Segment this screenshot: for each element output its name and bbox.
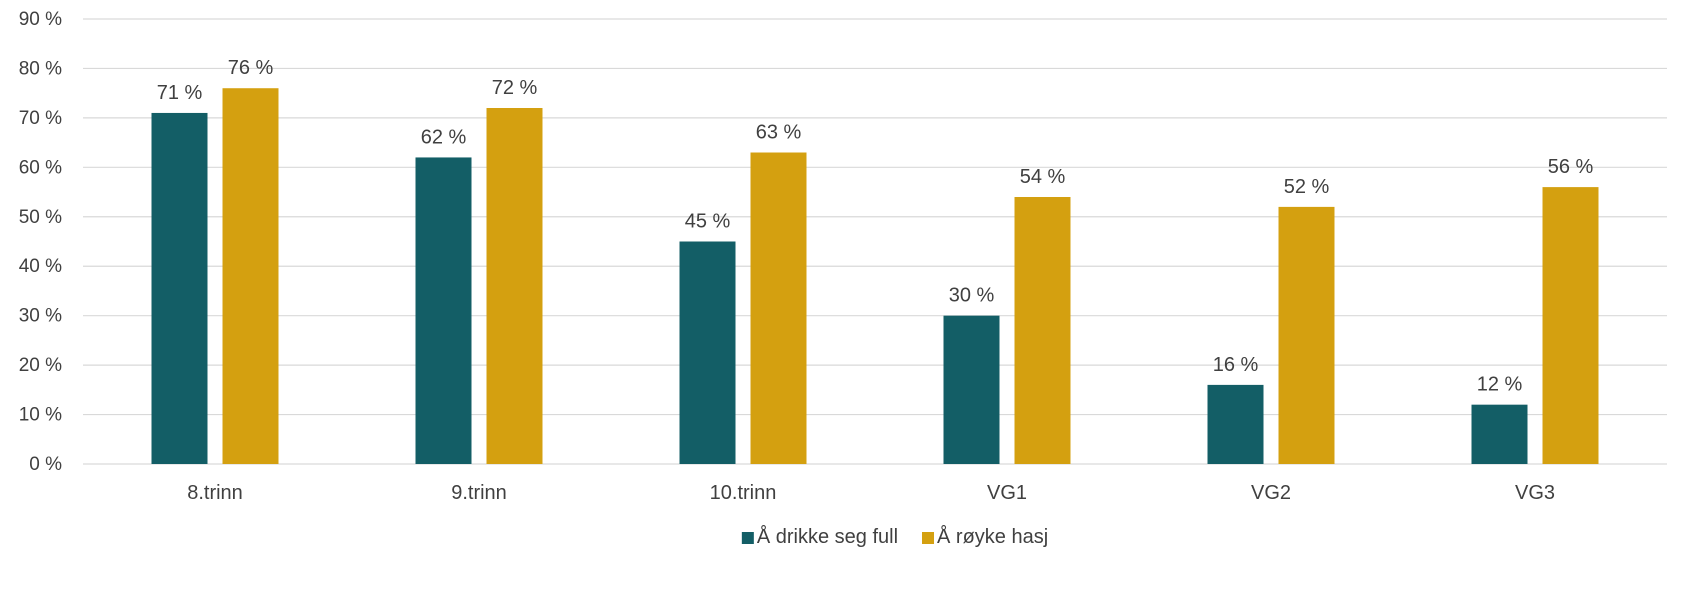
legend-label: Å røyke hasj <box>937 525 1048 548</box>
y-tick-label: 30 % <box>19 306 62 327</box>
data-label: 62 % <box>421 126 467 148</box>
bars <box>151 88 1599 464</box>
legend-item-drikke: Å drikke seg full <box>741 525 898 548</box>
bar-drikke-2 <box>679 241 736 464</box>
x-tick-label: VG3 <box>1515 482 1555 504</box>
x-tick-label: VG2 <box>1251 482 1291 504</box>
y-tick-label: 60 % <box>19 157 62 178</box>
gridlines <box>83 18 1667 465</box>
data-label: 71 % <box>157 82 203 104</box>
bar-drikke-1 <box>415 157 472 464</box>
data-label: 45 % <box>685 211 731 233</box>
bar-hasj-2 <box>750 152 807 464</box>
legend-label: Å drikke seg full <box>757 525 898 548</box>
bar-hasj-1 <box>486 108 543 464</box>
y-axis-tick-labels: 0 % 10 % 20 % 30 % 40 % 50 % 60 % 70 % 80 % 90 % <box>19 9 62 475</box>
bar-drikke-3 <box>943 315 1000 464</box>
bar-hasj-3 <box>1014 197 1071 464</box>
data-label: 72 % <box>492 77 538 99</box>
y-tick-label: 10 % <box>19 405 62 426</box>
data-label: 56 % <box>1548 156 1594 178</box>
data-label: 30 % <box>949 285 995 307</box>
data-label: 76 % <box>228 57 274 79</box>
x-tick-label: 9.trinn <box>451 482 507 504</box>
data-label: 63 % <box>756 122 802 144</box>
y-tick-label: 80 % <box>19 58 62 79</box>
legend-item-hasj: Å røyke hasj <box>922 525 1048 548</box>
data-label: 52 % <box>1284 176 1330 198</box>
y-tick-label: 90 % <box>19 9 62 30</box>
bar-hasj-5 <box>1542 187 1599 464</box>
data-label: 12 % <box>1477 374 1523 396</box>
x-tick-label: 10.trinn <box>710 482 777 504</box>
data-labels: 71 % 76 % 62 % 72 % 45 % 63 % 30 % 54 % 16 % 52 %… <box>157 57 1594 395</box>
y-tick-label: 20 % <box>19 355 62 376</box>
bar-drikke-0 <box>151 112 208 464</box>
y-tick-label: 40 % <box>19 256 62 277</box>
bar-drikke-4 <box>1207 384 1264 464</box>
y-tick-label: 70 % <box>19 108 62 129</box>
y-tick-label: 50 % <box>19 207 62 228</box>
legend-swatch <box>922 532 935 544</box>
legend: Å drikke seg full Å røyke hasj <box>741 525 1048 548</box>
y-tick-label: 0 % <box>29 454 62 475</box>
x-tick-label: VG1 <box>987 482 1027 504</box>
bar-drikke-5 <box>1471 404 1528 464</box>
legend-swatch <box>741 532 754 544</box>
bar-hasj-4 <box>1278 206 1335 464</box>
data-label: 54 % <box>1020 166 1066 188</box>
x-tick-label: 8.trinn <box>187 482 243 504</box>
bar-hasj-0 <box>222 88 279 464</box>
data-label: 16 % <box>1213 354 1259 376</box>
x-axis-tick-labels: 8.trinn 9.trinn 10.trinn VG1 VG2 VG3 <box>187 482 1555 504</box>
